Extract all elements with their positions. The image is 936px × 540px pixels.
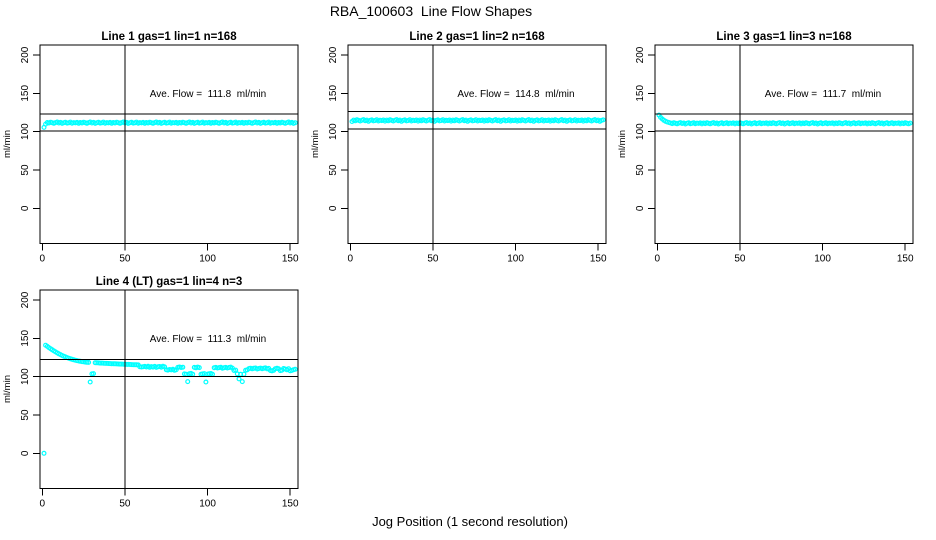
data-point <box>600 117 606 123</box>
y-tick-label: 0 <box>635 205 646 211</box>
y-tick-label: 100 <box>635 123 646 140</box>
x-tick-label: 50 <box>734 254 746 265</box>
y-tick-label: 150 <box>635 85 646 102</box>
data-point <box>90 371 96 377</box>
data-point <box>86 359 92 365</box>
y-tick-label: 100 <box>20 123 31 140</box>
plot-box <box>654 44 914 244</box>
panel3-y-axis-label: ml/min <box>617 130 628 158</box>
data-point <box>239 379 245 385</box>
y-tick-label: 50 <box>20 164 31 176</box>
x-tick-label: 50 <box>119 499 131 510</box>
x-tick-label: 0 <box>348 254 354 265</box>
panel2-ave-flow-annotation: Ave. Flow = 114.8 ml/min <box>457 89 574 100</box>
panel4-title: Line 4 (LT) gas=1 lin=4 n=3 <box>96 276 242 288</box>
x-tick-label: 150 <box>590 254 607 265</box>
x-tick-label: 50 <box>427 254 439 265</box>
data-point <box>41 450 47 456</box>
x-tick-label: 50 <box>119 254 131 265</box>
x-axis-label: Jog Position (1 second resolution) <box>372 514 568 529</box>
data-point <box>907 120 913 126</box>
panel4-ave-flow-annotation: Ave. Flow = 111.3 ml/min <box>150 334 266 345</box>
x-tick-label: 150 <box>282 499 299 510</box>
panel3-ave-flow-annotation: Ave. Flow = 111.7 ml/min <box>765 89 881 100</box>
y-tick-label: 0 <box>20 205 31 211</box>
y-tick-label: 200 <box>635 46 646 63</box>
panels-layer: 0 50 100 150 200 0 50 100 150 0 50 100 150 200 0 50 100 1… <box>20 44 914 510</box>
figure-title: RBA_100603 Line Flow Shapes <box>330 3 532 19</box>
plot-box <box>347 44 607 244</box>
y-tick-label: 150 <box>20 330 31 347</box>
x-tick-label: 150 <box>897 254 914 265</box>
x-tick-label: 0 <box>40 254 46 265</box>
y-tick-label: 50 <box>635 164 646 176</box>
y-tick-label: 200 <box>20 46 31 63</box>
panel3-title: Line 3 gas=1 lin=3 n=168 <box>716 31 852 43</box>
y-tick-label: 50 <box>328 164 339 176</box>
panel2-y-axis-label: ml/min <box>310 130 321 158</box>
x-tick-label: 150 <box>282 254 299 265</box>
y-tick-label: 200 <box>328 46 339 63</box>
data-point <box>203 379 209 385</box>
data-point <box>241 371 247 377</box>
data-point <box>292 366 298 372</box>
x-tick-label: 0 <box>655 254 661 265</box>
data-point <box>196 365 202 371</box>
x-tick-label: 100 <box>507 254 524 265</box>
x-tick-label: 100 <box>199 499 216 510</box>
panel1-title: Line 1 gas=1 lin=1 n=168 <box>101 31 237 43</box>
y-tick-label: 0 <box>328 205 339 211</box>
x-tick-label: 0 <box>40 499 46 510</box>
x-tick-label: 100 <box>814 254 831 265</box>
data-point <box>180 364 186 370</box>
y-tick-label: 150 <box>328 85 339 102</box>
panel4-y-axis-label: ml/min <box>2 375 13 403</box>
data-point <box>87 379 93 385</box>
y-tick-label: 100 <box>328 123 339 140</box>
data-point <box>292 120 298 126</box>
y-tick-label: 50 <box>20 409 31 421</box>
y-tick-label: 200 <box>20 291 31 308</box>
y-tick-label: 150 <box>20 85 31 102</box>
panel1-y-axis-label: ml/min <box>2 130 13 158</box>
y-tick-label: 0 <box>20 450 31 456</box>
y-tick-label: 100 <box>20 368 31 385</box>
data-point <box>185 379 191 385</box>
plot-box <box>39 289 299 489</box>
x-tick-label: 100 <box>199 254 216 265</box>
panel2-title: Line 2 gas=1 lin=2 n=168 <box>409 31 545 43</box>
panel1-ave-flow-annotation: Ave. Flow = 111.8 ml/min <box>150 89 266 100</box>
plot-box <box>39 44 299 244</box>
